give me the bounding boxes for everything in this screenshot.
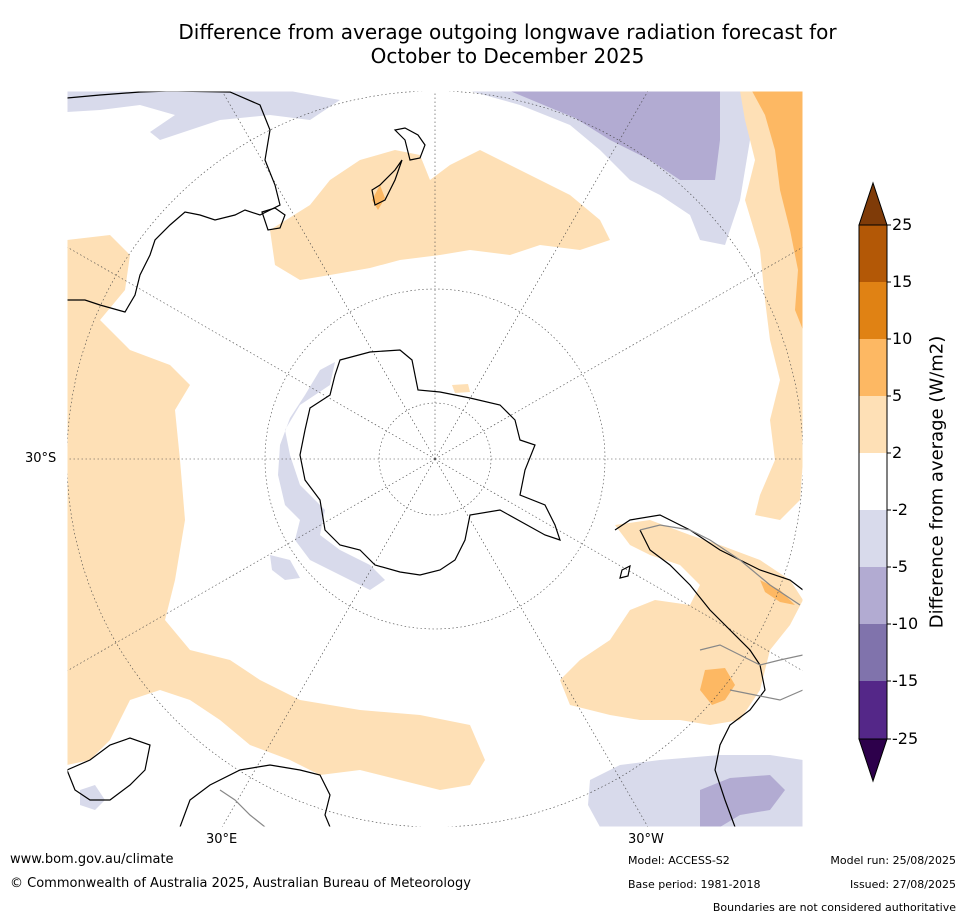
negative-anomaly-near-antarctica xyxy=(278,362,385,590)
map-title: Difference from average outgoing longwav… xyxy=(0,20,965,68)
colorbar-tick: 5 xyxy=(892,386,903,405)
negative-anomaly-small-patch xyxy=(270,555,300,580)
africa-coastline xyxy=(67,737,331,827)
colorbar-tick: 25 xyxy=(892,215,913,234)
footer-base-period: Base period: 1981-2018 xyxy=(628,878,761,891)
colorbar xyxy=(858,181,891,783)
colorbar-tick: -5 xyxy=(892,557,908,576)
colorbar-band-2-5 xyxy=(859,396,887,453)
positive-anomaly-south-america xyxy=(560,520,803,725)
colorbar-tick: 10 xyxy=(892,329,913,348)
colorbar-tick: 2 xyxy=(892,443,903,462)
footer-url[interactable]: www.bom.gov.au/climate xyxy=(10,852,174,867)
lon-label-30e: 30°E xyxy=(206,832,238,847)
title-line-2: October to December 2025 xyxy=(370,44,645,68)
positive-anomaly-small xyxy=(452,384,470,393)
colorbar-band-15-25 xyxy=(859,225,887,282)
colorbar-band-m25-m15 xyxy=(859,681,887,739)
colorbar-band-neutral xyxy=(859,453,887,510)
strong-positive-argentina xyxy=(760,580,795,605)
colorbar-tick: 15 xyxy=(892,272,913,291)
australia-coastline xyxy=(67,91,281,313)
strong-positive-east xyxy=(752,91,803,330)
negative-anomaly-top-left xyxy=(67,91,340,140)
title-line-1: Difference from average outgoing longwav… xyxy=(178,20,837,44)
colorbar-title: Difference from average (W/m2) xyxy=(926,335,948,629)
anomaly-fields xyxy=(67,91,803,827)
lon-label-30w: 30°W xyxy=(628,832,664,847)
colorbar-band-m10-m5 xyxy=(859,567,887,624)
colorbar-tick: -15 xyxy=(892,671,919,690)
antarctica-coastline xyxy=(299,349,561,576)
negative-anomaly-bottom-left xyxy=(80,785,105,810)
colorbar-band-10-15 xyxy=(859,282,887,339)
colorbar-over-triangle xyxy=(858,181,888,226)
colorbar-band-m5-m2 xyxy=(859,510,887,567)
graticule xyxy=(67,91,803,827)
footer-model-run: Model run: 25/08/2025 xyxy=(830,854,956,867)
map-frame xyxy=(66,90,804,828)
footer-disclaimer: Boundaries are not considered authoritat… xyxy=(712,901,956,914)
footer-issued: Issued: 27/08/2025 xyxy=(849,878,956,891)
colorbar-band-5-10 xyxy=(859,339,887,396)
colorbar-tick: -2 xyxy=(892,500,908,519)
footer-copyright: © Commonwealth of Australia 2025, Austra… xyxy=(10,876,471,891)
positive-anomaly-nz xyxy=(270,150,610,280)
colorbar-tick: -10 xyxy=(892,614,919,633)
tasmania-coastline xyxy=(261,207,286,231)
strong-positive-chile xyxy=(700,668,735,705)
colorbar-under-triangle xyxy=(858,738,888,783)
colorbar-band-m15-m10 xyxy=(859,624,887,681)
falklands-coastline xyxy=(619,564,631,579)
lat-label-30s: 30°S xyxy=(25,451,57,466)
footer-model: Model: ACCESS-S2 xyxy=(628,854,730,867)
borders xyxy=(219,524,803,827)
colorbar-tick: -25 xyxy=(892,729,919,748)
nz-coastline xyxy=(371,127,426,206)
stronger-negative-top xyxy=(510,91,720,180)
positive-anomaly-west xyxy=(67,235,485,790)
